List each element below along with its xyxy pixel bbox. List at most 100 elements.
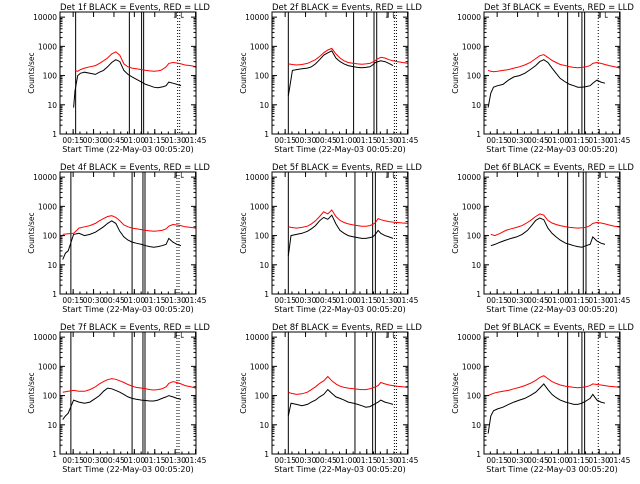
x-tick-label: 01:45: [185, 296, 207, 305]
series-line-events: [287, 388, 394, 417]
y-tick-label: 10000: [245, 13, 269, 22]
x-tick-label: 01:45: [609, 136, 631, 145]
series-line-lld: [288, 47, 409, 66]
x-tick-label: 01:00: [548, 296, 570, 305]
y-tick-label: 10: [47, 421, 57, 430]
x-tick-label: 00:45: [103, 296, 125, 305]
x-tick-label: 00:30: [295, 456, 317, 465]
x-tick-label: 00:30: [507, 136, 529, 145]
panel-title: Det 2f BLACK = Events, RED = LLD: [272, 3, 422, 13]
legend-glyph: ┘└: [173, 332, 184, 342]
y-tick-label: 1000: [462, 362, 481, 371]
x-tick-label: 00:45: [315, 456, 337, 465]
y-axis-label: Counts/sec: [239, 372, 248, 413]
series-line-lld: [62, 215, 197, 235]
y-tick-label: 10: [47, 261, 57, 270]
x-tick-label: 00:30: [507, 456, 529, 465]
x-tick-label: 01:30: [588, 296, 610, 305]
x-axis-label: Start Time (22-May-03 00:05:20): [486, 145, 617, 154]
x-tick-label: 00:45: [103, 456, 125, 465]
y-tick-label: 10000: [245, 173, 269, 182]
y-tick-label: 10000: [457, 13, 481, 22]
legend-glyph: ┘└: [597, 12, 608, 22]
chart-panel-9: 1 10 100 1000 10000 00:1500:3000:4501:0001:15…: [451, 323, 634, 474]
series-line-lld: [487, 375, 621, 397]
x-tick-label: 01:45: [185, 136, 207, 145]
plot-frame: [271, 331, 409, 455]
y-tick-label: 1000: [38, 362, 57, 371]
y-tick-label: 1000: [250, 42, 269, 51]
y-tick-label: 1000: [462, 202, 481, 211]
panel-title: Det 1f BLACK = Events, RED = LLD: [60, 3, 210, 13]
series-line-lld: [288, 375, 409, 395]
y-tick-label: 1000: [38, 202, 57, 211]
x-tick-label: 00:15: [486, 456, 508, 465]
y-tick-label: 100: [255, 232, 270, 241]
series-line-events: [490, 217, 606, 248]
x-tick-label: 01:30: [376, 456, 398, 465]
y-tick-label: 100: [255, 392, 270, 401]
x-tick-label: 01:30: [376, 136, 398, 145]
x-tick-label: 01:00: [336, 456, 358, 465]
y-tick-label: 100: [43, 392, 58, 401]
x-tick-label: 01:45: [397, 296, 419, 305]
y-tick-label: 10: [259, 421, 269, 430]
y-tick-label: 1: [52, 130, 57, 139]
x-tick-label: 01:15: [568, 456, 590, 465]
y-axis-label: Counts/sec: [239, 212, 248, 253]
y-axis-label: Counts/sec: [27, 372, 36, 413]
y-tick-label: 10000: [33, 13, 57, 22]
y-axis-label: Counts/sec: [451, 372, 460, 413]
x-tick-label: 01:00: [548, 456, 570, 465]
y-tick-label: 1: [476, 450, 481, 459]
x-axis-label: Start Time (22-May-03 00:05:20): [486, 305, 617, 314]
x-tick-label: 01:45: [185, 456, 207, 465]
y-tick-label: 100: [43, 72, 58, 81]
x-tick-label: 00:15: [274, 136, 296, 145]
y-tick-label: 10: [471, 101, 481, 110]
x-tick-label: 01:30: [164, 296, 186, 305]
plot-frame: [59, 331, 197, 455]
x-tick-label: 01:15: [144, 296, 166, 305]
y-tick-label: 100: [43, 232, 58, 241]
x-axis-label: Start Time (22-May-03 00:05:20): [62, 465, 193, 474]
y-axis-label: Counts/sec: [451, 52, 460, 93]
plot-frame: [59, 171, 197, 295]
x-tick-label: 00:30: [295, 136, 317, 145]
x-tick-label: 01:45: [397, 456, 419, 465]
x-tick-label: 00:30: [83, 296, 105, 305]
x-axis-label: Start Time (22-May-03 00:05:20): [62, 145, 193, 154]
series-line-lld: [74, 51, 197, 72]
chart-panel-8: 1 10 100 1000 10000 00:1500:3000:4501:0001:15…: [239, 323, 422, 474]
y-axis-label: Counts/sec: [27, 52, 36, 93]
x-tick-label: 00:15: [62, 456, 84, 465]
series-line-events: [62, 387, 182, 420]
y-tick-label: 100: [255, 72, 270, 81]
y-tick-label: 10: [471, 261, 481, 270]
y-tick-label: 1000: [250, 362, 269, 371]
panel-title: Det 4f BLACK = Events, RED = LLD: [60, 163, 210, 173]
y-axis-label: Counts/sec: [451, 212, 460, 253]
x-tick-label: 01:30: [376, 296, 398, 305]
x-tick-label: 01:00: [336, 136, 358, 145]
x-tick-label: 00:15: [62, 136, 84, 145]
x-tick-label: 01:00: [336, 296, 358, 305]
legend-glyph: ┘└: [385, 172, 396, 182]
x-tick-label: 01:30: [164, 456, 186, 465]
x-tick-label: 01:15: [356, 136, 378, 145]
series-line-events: [73, 59, 182, 108]
x-tick-label: 00:45: [103, 136, 125, 145]
y-tick-label: 1000: [462, 42, 481, 51]
legend-glyph: ┘└: [173, 172, 184, 182]
x-axis-label: Start Time (22-May-03 00:05:20): [274, 465, 405, 474]
x-tick-label: 00:30: [295, 296, 317, 305]
series-line-lld: [487, 54, 621, 73]
x-tick-label: 01:30: [588, 136, 610, 145]
x-tick-label: 00:45: [315, 296, 337, 305]
plot-frame: [483, 331, 621, 455]
x-tick-label: 01:15: [356, 296, 378, 305]
x-tick-label: 00:15: [486, 136, 508, 145]
chart-panel-1: 1 10 100 1000 10000 00:1500:3000:4501:0001:15…: [27, 3, 210, 154]
series-line-lld: [62, 378, 197, 393]
